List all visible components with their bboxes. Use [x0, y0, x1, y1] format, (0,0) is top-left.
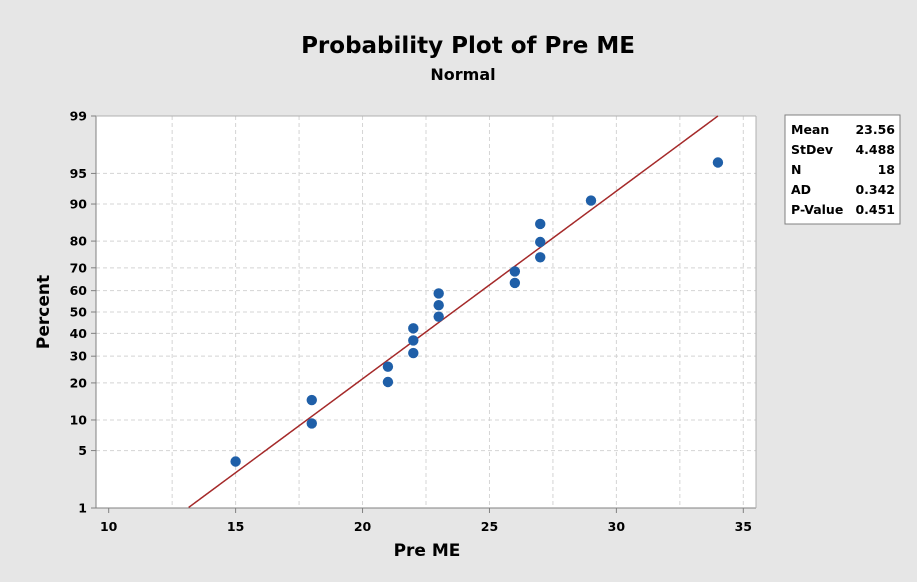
data-point: [230, 456, 241, 467]
y-tick-label: 1: [78, 501, 87, 516]
chart-subtitle: Normal: [430, 65, 495, 84]
y-axis-label: Percent: [34, 275, 54, 349]
stat-value: 0.342: [855, 182, 895, 197]
y-tick-label: 20: [70, 375, 88, 390]
data-points: [230, 157, 724, 467]
y-tick-label: 30: [70, 349, 88, 364]
grid-lines: [96, 116, 756, 508]
data-point: [585, 195, 597, 206]
y-tick-label: 10: [70, 412, 88, 427]
data-point: [408, 347, 419, 359]
stat-label: P-Value: [791, 202, 843, 217]
y-tick-label: 5: [78, 443, 87, 458]
fit-line: [188, 115, 719, 509]
data-point: [408, 323, 419, 334]
x-tick-label: 25: [481, 519, 498, 534]
x-tick-label: 15: [227, 519, 244, 534]
y-tick-label: 50: [70, 305, 88, 320]
x-tick-label: 35: [735, 519, 752, 534]
y-tick-label: 80: [70, 234, 88, 249]
data-point: [306, 418, 317, 429]
y-tick-label: 99: [70, 109, 87, 124]
y-tick-label: 60: [70, 283, 88, 298]
data-point: [382, 376, 394, 388]
chart-title: Probability Plot of Pre ME: [301, 33, 635, 59]
y-tick-label: 95: [70, 166, 87, 181]
x-tick-label: 10: [100, 519, 118, 534]
data-point: [382, 361, 394, 372]
stat-label: Mean: [791, 122, 829, 137]
data-point: [712, 157, 724, 168]
data-point: [535, 218, 546, 230]
x-tick-label: 30: [608, 519, 626, 534]
data-point: [509, 266, 521, 277]
data-point: [433, 311, 444, 322]
stats-box: [784, 114, 901, 225]
data-point: [535, 252, 546, 263]
data-point: [509, 277, 521, 289]
data-point: [408, 335, 419, 346]
x-tick-label: 20: [354, 519, 372, 534]
stat-value: 0.451: [855, 202, 895, 217]
x-axis-label: Pre ME: [394, 541, 461, 561]
stat-value: 23.56: [855, 122, 895, 137]
data-point: [433, 288, 444, 299]
stat-label: AD: [791, 182, 811, 197]
data-point: [306, 394, 317, 406]
stat-value: 18: [878, 162, 895, 177]
stats-legend: Mean 23.56 StDev 4.488 N 18 AD 0.342 P-Value 0.45…: [784, 114, 901, 225]
data-point: [433, 300, 444, 311]
y-tick-label: 40: [70, 326, 88, 341]
stat-label: StDev: [791, 142, 833, 157]
stat-label: N: [791, 162, 801, 177]
data-point: [535, 236, 546, 248]
y-tick-label: 70: [70, 260, 88, 275]
y-tick-label: 90: [70, 197, 88, 212]
stat-value: 4.488: [855, 142, 895, 157]
